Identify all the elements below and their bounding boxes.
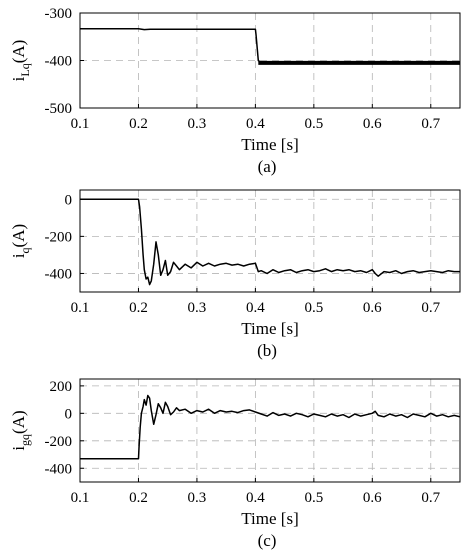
y-axis-label-main: i xyxy=(9,76,28,81)
panel-2: 0.1 0.2 0.3 0.4 0.5 0.6 0.7 0 -200 -400 Time [s] (b… xyxy=(9,189,461,360)
y-tick-label: -400 xyxy=(45,461,73,477)
x-tick-label: 0.7 xyxy=(421,116,440,132)
y-tick-label: 0 xyxy=(65,192,73,208)
x-tick-label: 0.6 xyxy=(363,300,382,316)
axes-frame xyxy=(79,189,461,293)
series-line xyxy=(80,394,461,460)
panel-1: 0.1 0.2 0.3 0.4 0.5 0.6 0.7 -300 -400 -500 Time [s… xyxy=(9,6,461,176)
y-tick-label: 0 xyxy=(65,406,73,422)
panel-caption: (c) xyxy=(258,531,277,550)
y-axis-label-subscript: q xyxy=(18,247,32,253)
y-tick-label: 200 xyxy=(50,379,73,395)
x-tick-label: 0.6 xyxy=(363,490,382,506)
x-tick-label: 0.3 xyxy=(188,490,207,506)
series-line xyxy=(80,27,460,64)
x-tick-label: 0.6 xyxy=(363,116,382,132)
x-axis-label: Time [s] xyxy=(241,135,298,154)
y-tick-label: -300 xyxy=(45,6,73,22)
x-tick-label: 0.5 xyxy=(304,116,323,132)
panel-caption: (b) xyxy=(257,341,277,360)
y-axis-label-main: i xyxy=(9,253,28,258)
x-tick-label: 0.5 xyxy=(304,490,323,506)
x-axis-label: Time [s] xyxy=(241,509,298,528)
y-tick-label: -400 xyxy=(45,266,73,282)
axes-frame xyxy=(79,378,461,483)
y-axis-label: iLq(A) xyxy=(9,40,32,82)
x-axis-label: Time [s] xyxy=(241,319,298,338)
y-tick-label: -400 xyxy=(45,54,73,70)
y-axis-label-subscript: gq xyxy=(18,434,32,446)
x-tick-label: 0.1 xyxy=(71,116,90,132)
panel-3: 0.1 0.2 0.3 0.4 0.5 0.6 0.7 200 0 -200 -400 Time [s… xyxy=(9,378,461,550)
x-tick-label: 0.3 xyxy=(188,116,207,132)
x-tick-label: 0.7 xyxy=(421,490,440,506)
y-axis-label: iq(A) xyxy=(9,224,32,258)
x-tick-label: 0.1 xyxy=(71,490,90,506)
panel-caption: (a) xyxy=(258,157,277,176)
y-axis-label-unit: (A) xyxy=(9,224,28,248)
y-axis-label: igq(A) xyxy=(9,410,32,450)
x-tick-label: 0.2 xyxy=(129,300,148,316)
x-tick-label: 0.4 xyxy=(246,116,265,132)
axes-frame xyxy=(79,12,461,109)
x-tick-label: 0.1 xyxy=(71,300,90,316)
y-axis-label-subscript: Lq xyxy=(18,63,32,76)
x-tick-label: 0.4 xyxy=(246,300,265,316)
ripple-band xyxy=(258,60,460,65)
x-tick-label: 0.3 xyxy=(188,300,207,316)
y-tick-label: -500 xyxy=(45,101,73,117)
y-tick-label: -200 xyxy=(45,229,73,245)
x-tick-label: 0.4 xyxy=(246,490,265,506)
y-axis-label-main: i xyxy=(9,446,28,451)
y-tick-label: -200 xyxy=(45,434,73,450)
y-axis-label-unit: (A) xyxy=(9,40,28,64)
x-tick-label: 0.5 xyxy=(304,300,323,316)
x-tick-label: 0.2 xyxy=(129,116,148,132)
series-line xyxy=(80,198,460,286)
x-tick-label: 0.7 xyxy=(421,300,440,316)
x-tick-label: 0.2 xyxy=(129,490,148,506)
y-axis-label-unit: (A) xyxy=(9,410,28,434)
